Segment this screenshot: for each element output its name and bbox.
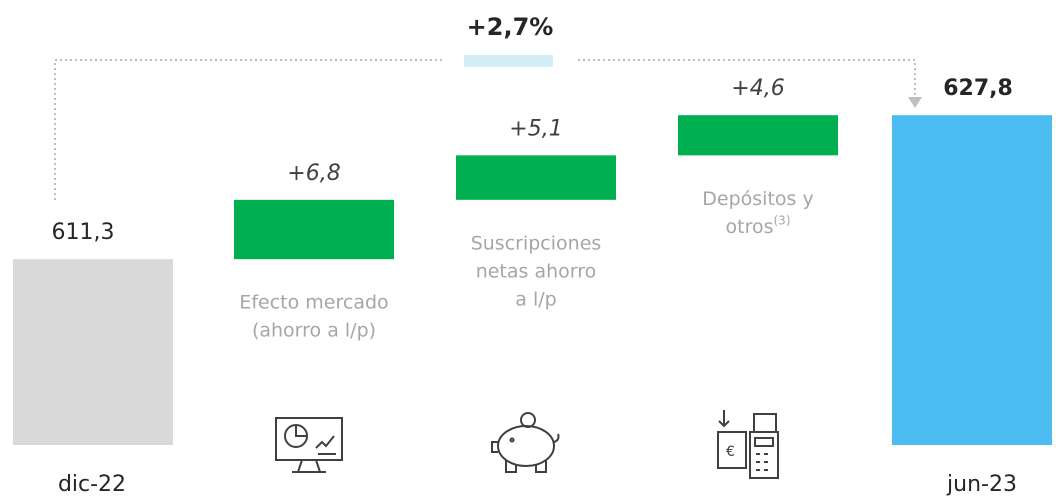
x-tick-label: dic-22 (58, 472, 126, 497)
category-label: a l/p (515, 288, 556, 310)
category-label: Depósitos y (702, 188, 813, 210)
connector (54, 59, 916, 200)
annotation: +2,7% (467, 13, 554, 41)
bar (678, 115, 838, 156)
category-label: Suscripciones (471, 232, 602, 254)
value-label: 627,8 (943, 76, 1013, 101)
value-label: +4,6 (731, 76, 784, 101)
category-label: otros(3) (726, 213, 791, 238)
bar (13, 259, 173, 445)
annotation-band (464, 55, 553, 67)
x-tick-label: jun-23 (946, 472, 1017, 497)
bar (234, 199, 394, 260)
value-label: +5,1 (509, 116, 562, 141)
footnote-marker: (3) (774, 213, 791, 227)
connector-right (578, 59, 916, 98)
bar (892, 115, 1052, 445)
connector-left (54, 59, 445, 200)
icon-piggy-bank (491, 412, 560, 473)
category-label: Efecto mercado (239, 292, 388, 314)
icon-monitor (275, 417, 343, 473)
value-label: 611,3 (52, 220, 115, 245)
category-label: (ahorro a l/p) (252, 320, 376, 342)
bar (456, 155, 616, 200)
icon-payment-terminal: € (717, 410, 779, 479)
svg-text:€: € (726, 444, 735, 460)
value-label: +6,8 (287, 161, 340, 186)
connector-arrow (908, 97, 922, 108)
category-label: netas ahorro (476, 260, 597, 282)
